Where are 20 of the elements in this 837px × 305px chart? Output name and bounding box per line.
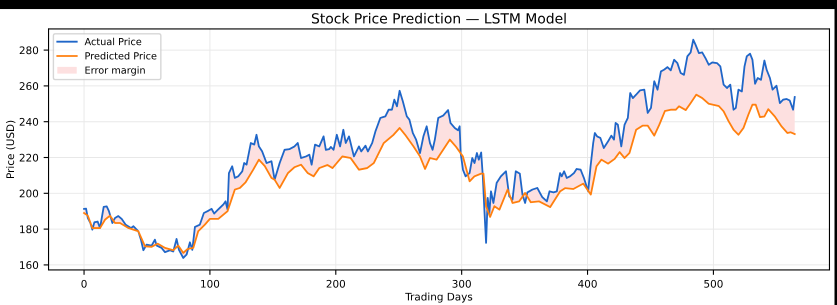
legend-label: Actual Price	[84, 38, 142, 46]
x-tick-label: 400	[578, 280, 597, 288]
y-tick-label: 280	[20, 46, 38, 54]
x-tick-label: 100	[201, 280, 220, 288]
y-tick-label: 220	[20, 154, 38, 162]
y-axis-title: Price (USD)	[6, 120, 16, 178]
legend-label: Predicted Price	[85, 52, 156, 60]
y-tick-label: 260	[20, 82, 38, 90]
x-tick-label: 200	[326, 280, 346, 288]
x-tick-label: 500	[704, 280, 723, 288]
chart-title: Stock Price Prediction — LSTM Model	[312, 12, 566, 24]
line-series	[83, 94, 796, 254]
y-tick-label: 160	[20, 261, 38, 270]
y-tick-label: 180	[20, 225, 38, 234]
x-tick-label: 0	[81, 280, 87, 288]
x-tick-label: 300	[452, 280, 471, 288]
y-tick-label: 200	[20, 190, 38, 198]
legend-label: Error margin	[85, 66, 145, 76]
x-axis-title: Trading Days	[405, 292, 472, 303]
y-tick-label: 240	[20, 118, 38, 126]
